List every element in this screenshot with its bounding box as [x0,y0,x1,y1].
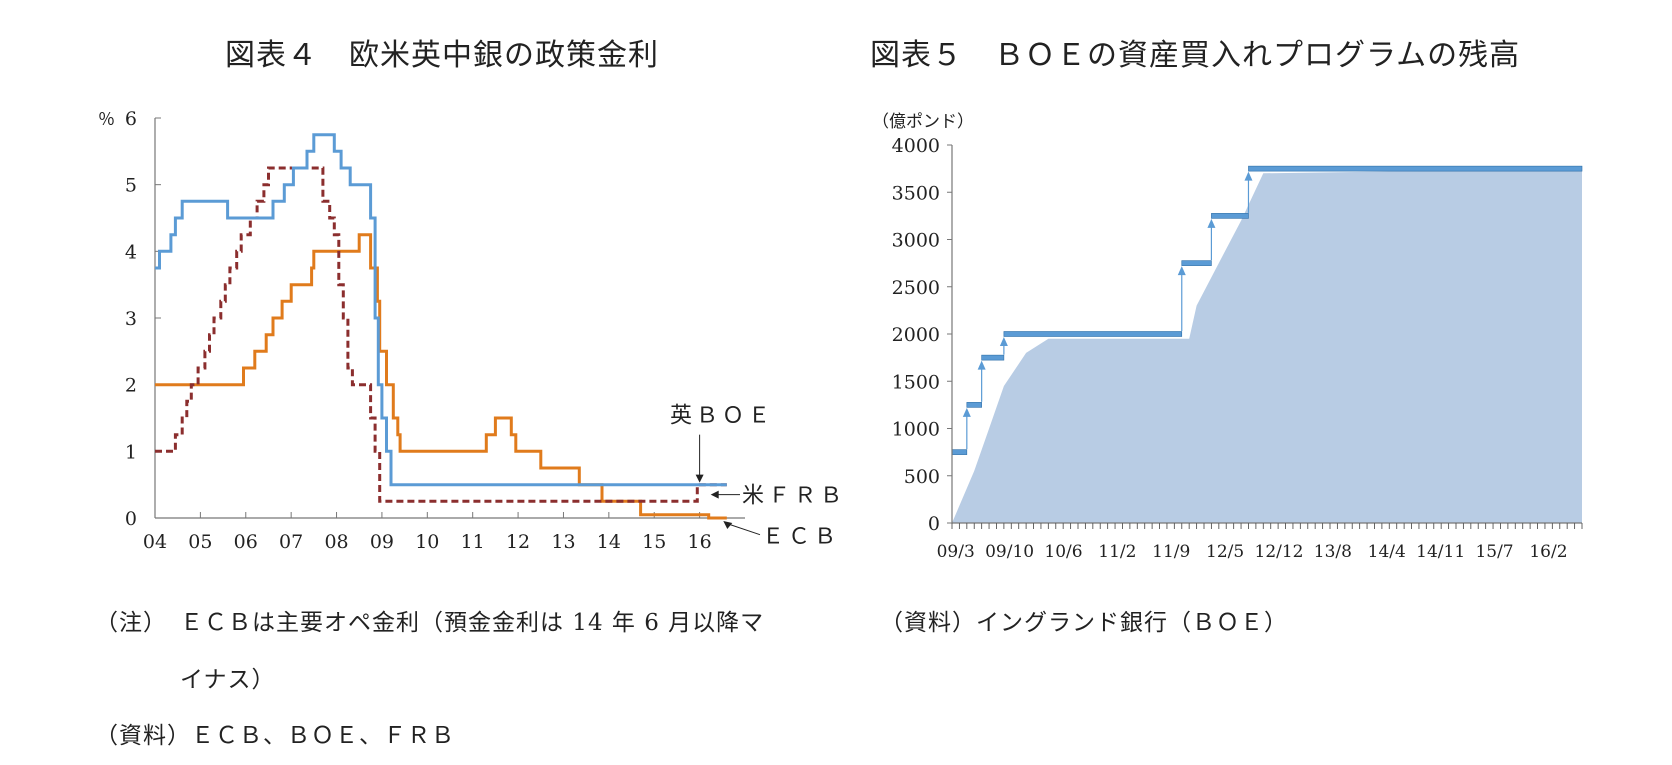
chart4-note-line2: イナス） [180,667,276,693]
ecb-arrow-head [723,521,733,529]
y-tick-label: 6 [125,108,137,130]
label-boe: 英ＢＯＥ [670,404,774,429]
x-tick-label: 12/5 [1206,542,1244,562]
x-tick-label: 10/6 [1044,542,1082,562]
x-tick-label: 10 [415,531,439,553]
program-step-arrowhead [999,337,1008,346]
ecb-arrow-line [725,522,761,536]
x-tick-label: 15 [642,531,666,553]
program-step-arrowhead [977,360,986,370]
x-tick-label: 11/9 [1152,542,1190,562]
y-tick-label: 2500 [892,277,940,299]
program-target-segment [1181,260,1212,266]
x-tick-label: 09/10 [985,542,1034,562]
program-step-arrowhead [1177,266,1186,276]
y-tick-label: 2 [125,375,137,397]
chart5-title: 図表５ ＢＯＥの資産買入れプログラムの残高 [870,38,1521,73]
program-step-arrowhead [1207,218,1216,228]
y-tick-label: 0 [928,513,940,535]
y-tick-label: 1000 [892,419,940,441]
x-tick-label: 14/4 [1368,542,1406,562]
x-tick-label: 11/2 [1098,542,1136,562]
label-frb: 米ＦＲＢ [742,484,846,509]
y-unit-label: ％ [98,110,115,130]
holdings-area [952,168,1582,523]
y-tick-label: 2000 [892,324,940,346]
x-tick-label: 08 [324,531,348,553]
x-tick-label: 16/2 [1529,542,1567,562]
y-tick-label: 500 [904,466,940,488]
x-tick-label: 13/8 [1314,542,1352,562]
chart4-note-prefix: （注） [95,610,167,636]
x-tick-label: 12 [506,531,530,553]
label-ecb: ＥＣＢ [762,524,840,549]
y-tick-label: 5 [125,175,137,197]
y-tick-label: 3 [125,308,137,330]
y-tick-label: 3000 [892,230,940,252]
series-line-ecb [155,233,727,520]
program-target-segment [1248,165,1583,172]
x-tick-label: 09 [370,531,394,553]
x-tick-label: 16 [688,531,712,553]
x-tick-label: 13 [551,531,575,553]
x-tick-label: 11 [461,531,485,553]
x-tick-label: 07 [279,531,303,553]
program-step-arrowhead [962,407,971,417]
series-line-boe [155,133,727,487]
program-target-segment [1211,213,1249,219]
x-tick-label: 06 [234,531,258,553]
y-tick-label: 3500 [892,182,940,204]
boe-arrow-head [695,474,704,483]
y-tick-label: 4 [125,241,137,263]
y-tick-label: 4000 [892,135,940,157]
x-tick-label: 04 [143,531,167,553]
chart4-title: 図表４ 欧米英中銀の政策金利 [225,38,659,73]
frb-arrow-head [710,490,719,499]
x-tick-label: 12/12 [1255,542,1304,562]
x-tick-label: 14 [597,531,621,553]
program-target-segment [966,402,982,408]
y-tick-label: 1 [125,441,137,463]
y-unit-label: （億ポンド） [872,112,974,132]
y-tick-label: 1500 [892,371,940,393]
x-tick-label: 09/3 [937,542,975,562]
y-tick-label: 0 [125,508,137,530]
chart4-note-line1: ＥＣＢは主要オペ金利（預金金利は 14 年 6 月以降マ [180,610,765,636]
chart5-source: （資料）イングランド銀行（ＢＯＥ） [880,610,1288,636]
program-target-segment [951,449,968,455]
chart4-source: （資料）ＥＣＢ、ＢＯＥ、ＦＲＢ [95,723,455,749]
program-step-arrowhead [1244,171,1253,181]
program-target-segment [1003,331,1183,337]
x-tick-label: 15/7 [1475,542,1513,562]
x-tick-label: 05 [188,531,212,553]
x-tick-label: 14/11 [1416,542,1465,562]
program-target-segment [981,354,1005,361]
